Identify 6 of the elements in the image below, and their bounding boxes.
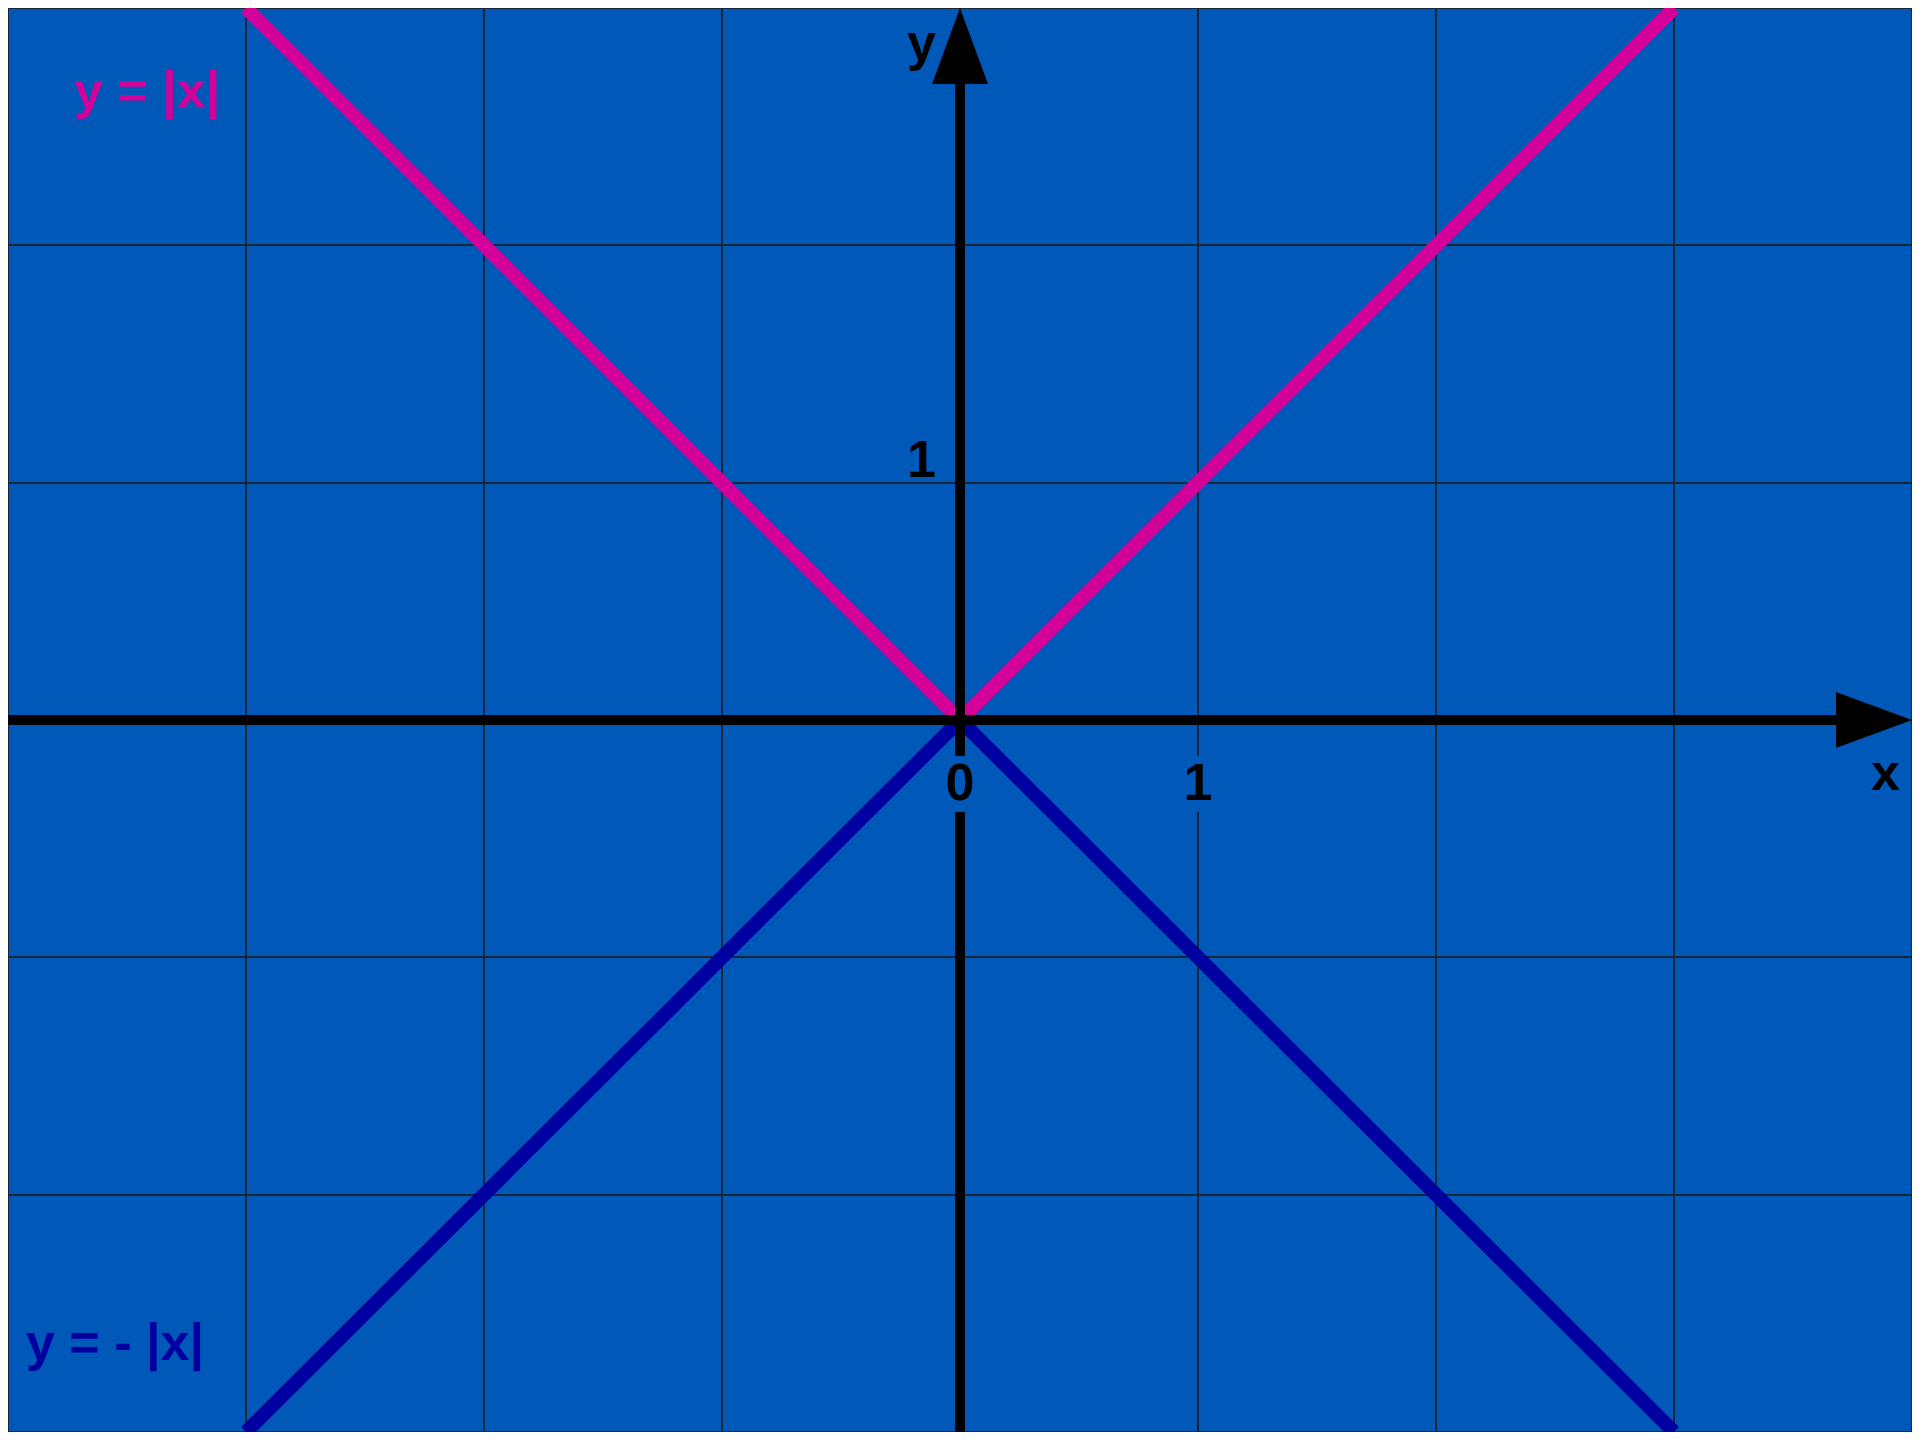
annotation: 1 — [907, 430, 936, 489]
x-tick-label: 0 — [945, 753, 975, 812]
x-axis-title: x — [1871, 743, 1901, 802]
series-label: y = - |x| — [26, 1313, 204, 1373]
y-axis-title: y — [907, 13, 937, 72]
series-label: y = |x| — [74, 61, 221, 121]
